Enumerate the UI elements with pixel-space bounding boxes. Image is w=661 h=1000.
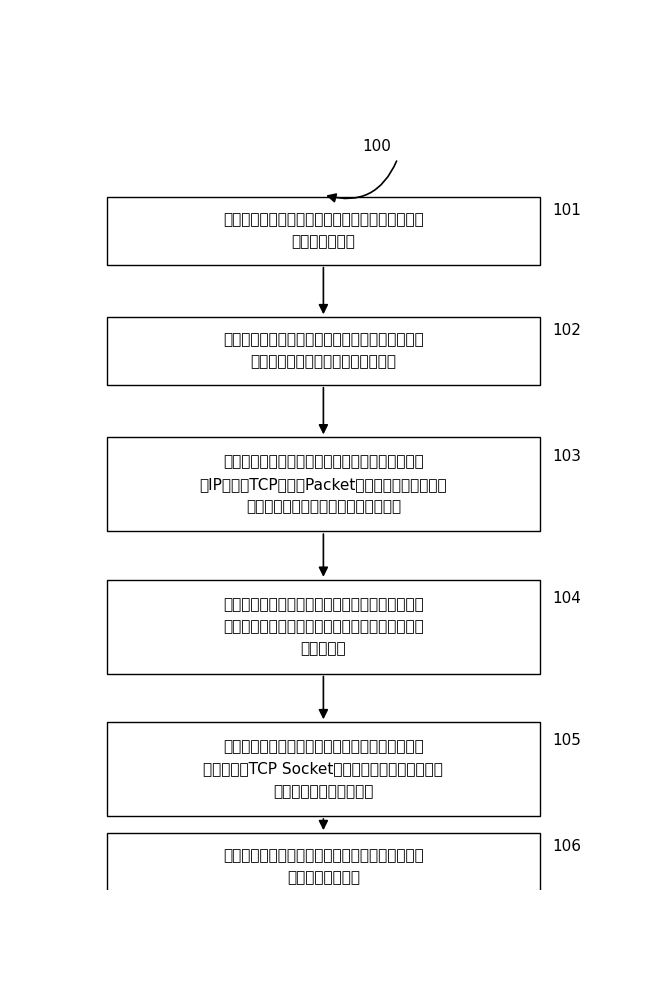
Text: 105: 105 [553, 733, 582, 748]
FancyBboxPatch shape [107, 197, 540, 265]
Text: 提取处于拥塞状态的端口新入队的每个数据包的源
目IP、源目TCP端口和Packet字节大小，并采用提取
的信息与端口的拥塞等级生成拥塞报文: 提取处于拥塞状态的端口新入队的每个数据包的源 目IP、源目TCP端口和Packe… [200, 455, 447, 514]
Text: 103: 103 [553, 449, 582, 464]
Text: 若端口处于拥塞状态，根据不同拥塞等级的队列长
度阈值，对端口的拥塞等级进行标记: 若端口处于拥塞状态，根据不同拥塞等级的队列长 度阈值，对端口的拥塞等级进行标记 [223, 332, 424, 370]
FancyArrowPatch shape [328, 161, 397, 202]
Text: 101: 101 [553, 203, 582, 218]
Text: 主机端根据调整报文中的调度流和降速因子，调整
调度流的发送速率: 主机端根据调整报文中的调度流和降速因子，调整 调度流的发送速率 [223, 848, 424, 886]
Text: 104: 104 [553, 591, 582, 606]
FancyBboxPatch shape [107, 833, 540, 901]
FancyBboxPatch shape [107, 317, 540, 385]
Text: 交换机获取其每个端口的队列长度，并判断端口是
否处于拥塞状态: 交换机获取其每个端口的队列长度，并判断端口是 否处于拥塞状态 [223, 212, 424, 249]
Text: 控制器接收交换机上传的拥塞报文，并根据拥塞报
文对应端口的拥塞等级选取端口需要降速的调度流
和降速因子: 控制器接收交换机上传的拥塞报文，并根据拥塞报 文对应端口的拥塞等级选取端口需要降… [223, 597, 424, 656]
FancyBboxPatch shape [107, 437, 540, 531]
Text: 100: 100 [363, 139, 391, 154]
Text: 102: 102 [553, 323, 582, 338]
FancyBboxPatch shape [107, 722, 540, 816]
FancyBboxPatch shape [107, 580, 540, 674]
Text: 采用每个拥塞端口的调度流和降速因子生成调整报
文，并通过TCP Socket通信的方式将该调整报文发
送给调度流对应的主机端: 采用每个拥塞端口的调度流和降速因子生成调整报 文，并通过TCP Socket通信… [204, 739, 444, 799]
Text: 106: 106 [553, 839, 582, 854]
